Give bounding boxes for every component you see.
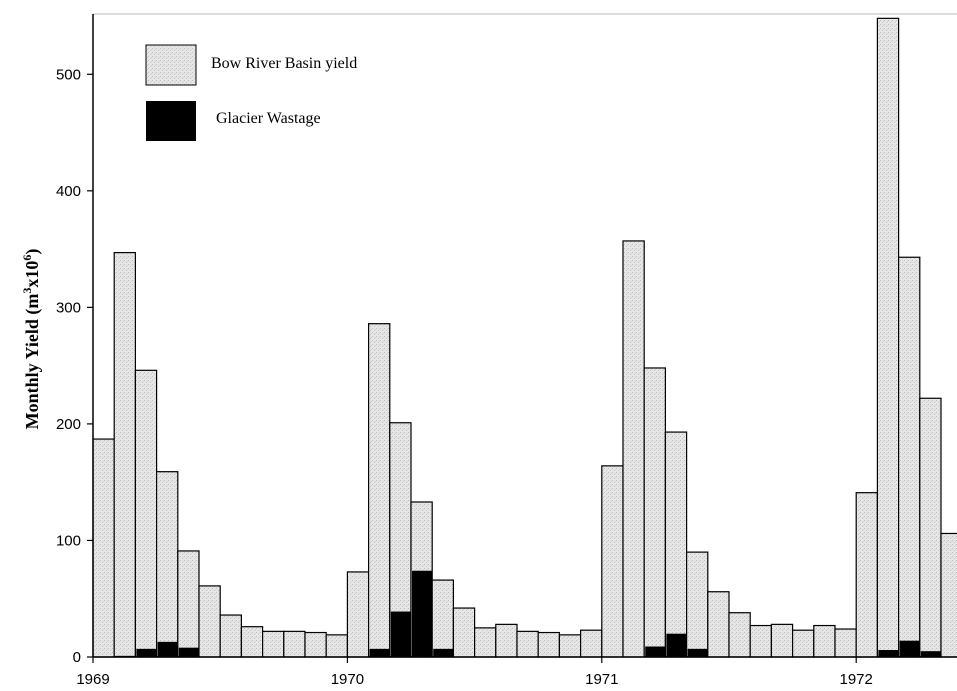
bar-basin-yield <box>664 431 688 658</box>
x-tick-label: 1972 <box>840 671 873 688</box>
bar-glacier-wastage <box>178 647 199 657</box>
bar-basin-yield <box>940 532 957 658</box>
y-tick-label: 0 <box>73 649 81 666</box>
bar-basin-yield <box>368 323 391 658</box>
bar-basin-yield <box>283 630 306 658</box>
legend-label-glacier: Glacier Wastage <box>216 110 321 127</box>
bar-glacier-wastage <box>920 651 941 657</box>
bar-glacier-wastage <box>687 648 708 657</box>
bar-basin-yield <box>346 571 370 658</box>
legend-swatch-glacier <box>146 101 196 141</box>
bar-basin-yield <box>813 624 836 658</box>
bar-basin-yield <box>92 438 115 658</box>
bar-basin-yield <box>579 629 603 658</box>
bar-basin-yield <box>474 627 497 658</box>
bar-glacier-wastage <box>369 648 390 657</box>
bar-basin-yield <box>643 367 667 658</box>
bar-basin-yield <box>919 397 942 658</box>
bar-glacier-wastage <box>390 611 411 657</box>
y-tick-label: 200 <box>56 416 81 433</box>
bar-glacier-wastage <box>412 570 433 657</box>
bar-basin-yield <box>516 630 539 658</box>
bar-basin-yield <box>495 623 518 658</box>
bar-basin-yield <box>558 634 582 658</box>
legend-swatch-basin <box>145 44 197 86</box>
bar-basin-yield <box>834 628 857 658</box>
bar-basin-yield <box>262 630 285 658</box>
bar-basin-yield <box>304 631 327 658</box>
bar-glacier-wastage <box>666 633 687 657</box>
bar-basin-yield <box>198 585 221 658</box>
y-tick-label: 300 <box>56 299 81 316</box>
bar-glacier-wastage <box>136 648 157 657</box>
bar-basin-yield <box>622 240 645 658</box>
bar-basin-yield <box>156 471 179 658</box>
bar-glacier-wastage <box>899 640 920 657</box>
bar-basin-yield <box>685 551 709 658</box>
bar-glacier-wastage <box>433 648 454 657</box>
bar-basin-yield <box>452 607 476 658</box>
bar-basin-yield <box>113 251 136 658</box>
y-tick-label: 100 <box>56 532 81 549</box>
bar-basin-yield <box>134 369 158 658</box>
bar-glacier-wastage <box>878 650 899 657</box>
y-tick-label: 500 <box>56 66 81 83</box>
bar-basin-yield <box>728 612 751 658</box>
bar-basin-yield <box>749 624 773 658</box>
bar-basin-yield <box>537 631 561 658</box>
bar-basin-yield <box>219 614 242 658</box>
bar-basin-yield <box>855 492 879 658</box>
legend: Bow River Basin yield Glacier Wastage <box>145 44 357 141</box>
bar-basin-yield <box>240 626 264 658</box>
bar-basin-yield <box>601 465 624 658</box>
bar-basin-yield <box>770 623 794 658</box>
bar-basin-yield <box>791 629 815 658</box>
axes: 0 100 200 300 400 500 1969 1970 1971 1972 <box>56 14 957 688</box>
legend-label-basin: Bow River Basin yield <box>211 55 357 72</box>
y-axis-title: Monthly Yield (m3x106) <box>20 249 43 430</box>
bar-basin-yield <box>177 550 200 658</box>
bar-basin-yield <box>707 591 730 658</box>
x-tick-label: 1971 <box>585 671 618 688</box>
bars <box>92 17 957 658</box>
bar-glacier-wastage <box>157 641 178 657</box>
bar-glacier-wastage <box>645 646 666 657</box>
bar-basin-yield <box>431 579 455 658</box>
bar-basin-yield <box>876 17 900 658</box>
x-tick-label: 1969 <box>76 671 109 688</box>
bar-basin-yield <box>897 256 921 658</box>
x-tick-label: 1970 <box>331 671 364 688</box>
y-tick-label: 400 <box>56 183 81 200</box>
bar-basin-yield <box>325 634 349 658</box>
